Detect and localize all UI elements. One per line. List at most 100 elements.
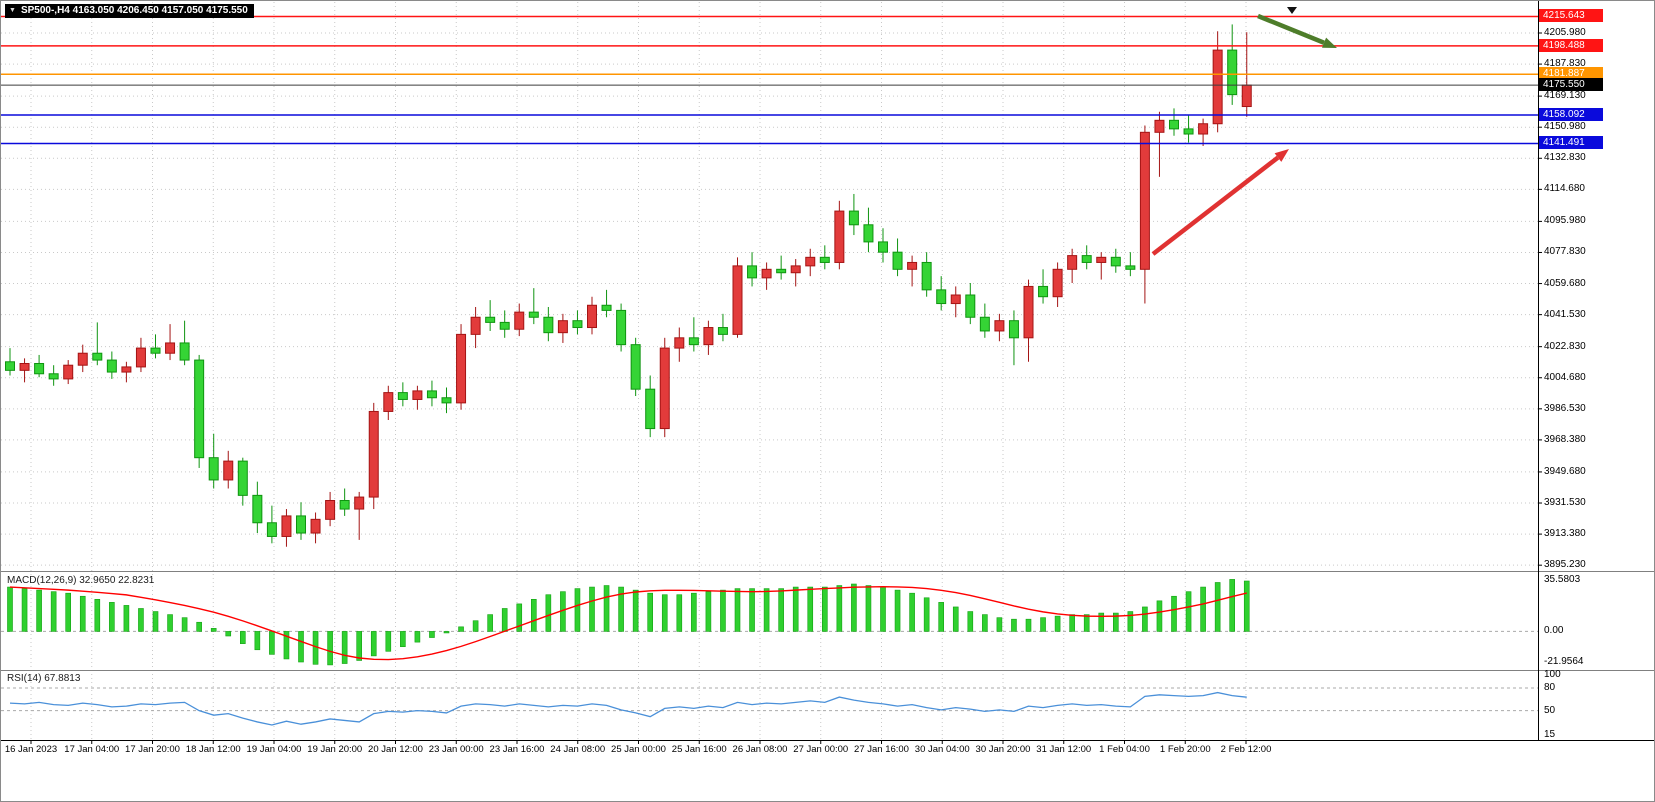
macd-histogram-bar [94, 598, 101, 632]
macd-histogram-bar [589, 586, 595, 632]
macd-histogram-bar [1156, 600, 1163, 632]
candle-body [659, 347, 670, 430]
macd-histogram-bar [574, 588, 581, 632]
macd-histogram-bar [836, 585, 843, 632]
candle-body [470, 316, 481, 335]
macd-histogram-bar [982, 614, 988, 632]
macd-histogram-bar [705, 591, 712, 632]
candle-body [688, 337, 699, 346]
macd-scale-label: 35.5803 [1544, 574, 1581, 585]
macd-histogram-bar [1025, 618, 1032, 632]
macd-histogram-bar [676, 594, 683, 632]
macd-histogram-bar [487, 614, 493, 632]
macd-histogram-bar [429, 631, 435, 638]
price-level-badge: 4141.491 [1539, 136, 1603, 150]
price-tick-label: 4095.980 [1544, 215, 1586, 227]
candle-body [747, 265, 758, 279]
macd-histogram-bar [603, 585, 610, 632]
candle-body [514, 311, 525, 330]
macd-histogram-bar [298, 631, 304, 663]
candle-body [994, 320, 1005, 332]
macd-histogram-bar [530, 598, 537, 632]
candle-body [106, 359, 117, 373]
candle-body [1052, 268, 1063, 298]
arrow-head[interactable] [1322, 37, 1337, 48]
macd-histogram-bar [1040, 617, 1046, 632]
macd-histogram-bar [923, 597, 930, 632]
candle-body [819, 256, 830, 263]
candle-body [950, 294, 961, 305]
price-tick-label: 3986.530 [1544, 402, 1586, 414]
candle-body [77, 352, 88, 366]
price-tick-label: 4114.680 [1544, 183, 1585, 195]
macd-histogram-bar [952, 606, 959, 632]
candle-body [325, 499, 336, 520]
macd-histogram-bar [400, 631, 406, 648]
annotation-arrow[interactable] [1257, 13, 1337, 48]
candle-body [1212, 49, 1223, 125]
candle-body [1183, 128, 1194, 135]
macd-histogram-bar [1214, 582, 1221, 632]
candle-body [936, 289, 947, 305]
macd-histogram-bar [225, 631, 232, 637]
candle-body [1067, 255, 1078, 270]
price-tick-label: 4205.980 [1544, 27, 1586, 38]
macd-histogram-bar [880, 586, 886, 632]
candle-body [1139, 131, 1150, 270]
candle-body [368, 410, 379, 498]
candle-body [790, 265, 801, 274]
candle-body [208, 457, 219, 481]
price-tick-label: 4077.830 [1544, 246, 1586, 258]
macd-histogram-bar [21, 588, 28, 632]
candle-body [165, 342, 176, 354]
candle-body [587, 304, 597, 329]
macd-histogram-bar [661, 594, 668, 632]
rsi-indicator-label: RSI(14) 67.8813 [7, 673, 81, 684]
macd-histogram-bar [7, 586, 13, 632]
macd-histogram-bar [123, 605, 130, 632]
macd-histogram-bar [79, 595, 86, 632]
candle-body [179, 342, 190, 361]
candle-body [1023, 285, 1034, 339]
macd-histogram-bar [865, 585, 872, 632]
macd-histogram-bar [109, 602, 115, 632]
candle-body [1154, 119, 1165, 133]
candle-body [354, 496, 365, 510]
macd-histogram-bar [414, 631, 421, 643]
macd-histogram-bar [618, 586, 624, 632]
rsi-scale-label: 50 [1544, 704, 1556, 716]
macd-histogram-bar [1229, 579, 1235, 632]
candle-body [456, 333, 467, 404]
arrow-head[interactable] [1274, 149, 1289, 162]
chart-shift-marker-icon[interactable] [1287, 7, 1297, 14]
candle-body [1198, 123, 1209, 135]
macd-histogram-bar [341, 631, 348, 664]
price-level-badge: 4215.643 [1539, 9, 1603, 23]
arrow-shaft[interactable] [1151, 155, 1280, 256]
macd-histogram-bar [1054, 615, 1061, 632]
macd-histogram-bar [443, 631, 450, 634]
macd-histogram-bar [254, 631, 261, 651]
candle-body [616, 309, 627, 346]
price-axis[interactable]: 4205.980 4187.830 4169.130 4150.980 4132.830… [1539, 1, 1654, 761]
price-tick-label: 3931.530 [1544, 497, 1586, 509]
candle-body [121, 366, 132, 373]
macd-histogram-bar [1083, 614, 1090, 632]
candle-body [383, 392, 394, 412]
symbol-ohlc-label: ▼ SP500-,H4 4163.050 4206.450 4157.050 4… [5, 4, 254, 18]
macd-histogram-bar [50, 591, 57, 632]
macd-histogram-bar [894, 589, 901, 632]
candle-body [528, 311, 539, 318]
macd-histogram-bar [167, 614, 173, 632]
annotation-arrow[interactable] [1151, 149, 1289, 256]
arrow-shaft[interactable] [1257, 13, 1325, 45]
macd-histogram-bar [720, 589, 726, 632]
macd-histogram-bar [749, 588, 755, 632]
symbol-dropdown-icon[interactable]: ▼ [9, 7, 16, 14]
price-tick-label: 4004.680 [1544, 371, 1586, 383]
macd-histogram-bar [632, 589, 639, 632]
price-tick-label: 4132.830 [1544, 152, 1586, 164]
candle-body [19, 362, 30, 371]
candle-body [776, 268, 787, 274]
